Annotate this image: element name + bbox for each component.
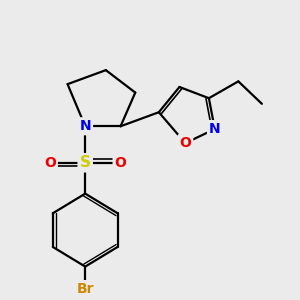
Text: N: N [80, 119, 91, 133]
Text: Br: Br [76, 282, 94, 296]
Text: O: O [179, 136, 191, 150]
Text: O: O [115, 156, 127, 170]
Text: N: N [209, 122, 220, 136]
Text: O: O [44, 156, 56, 170]
Text: S: S [80, 155, 91, 170]
